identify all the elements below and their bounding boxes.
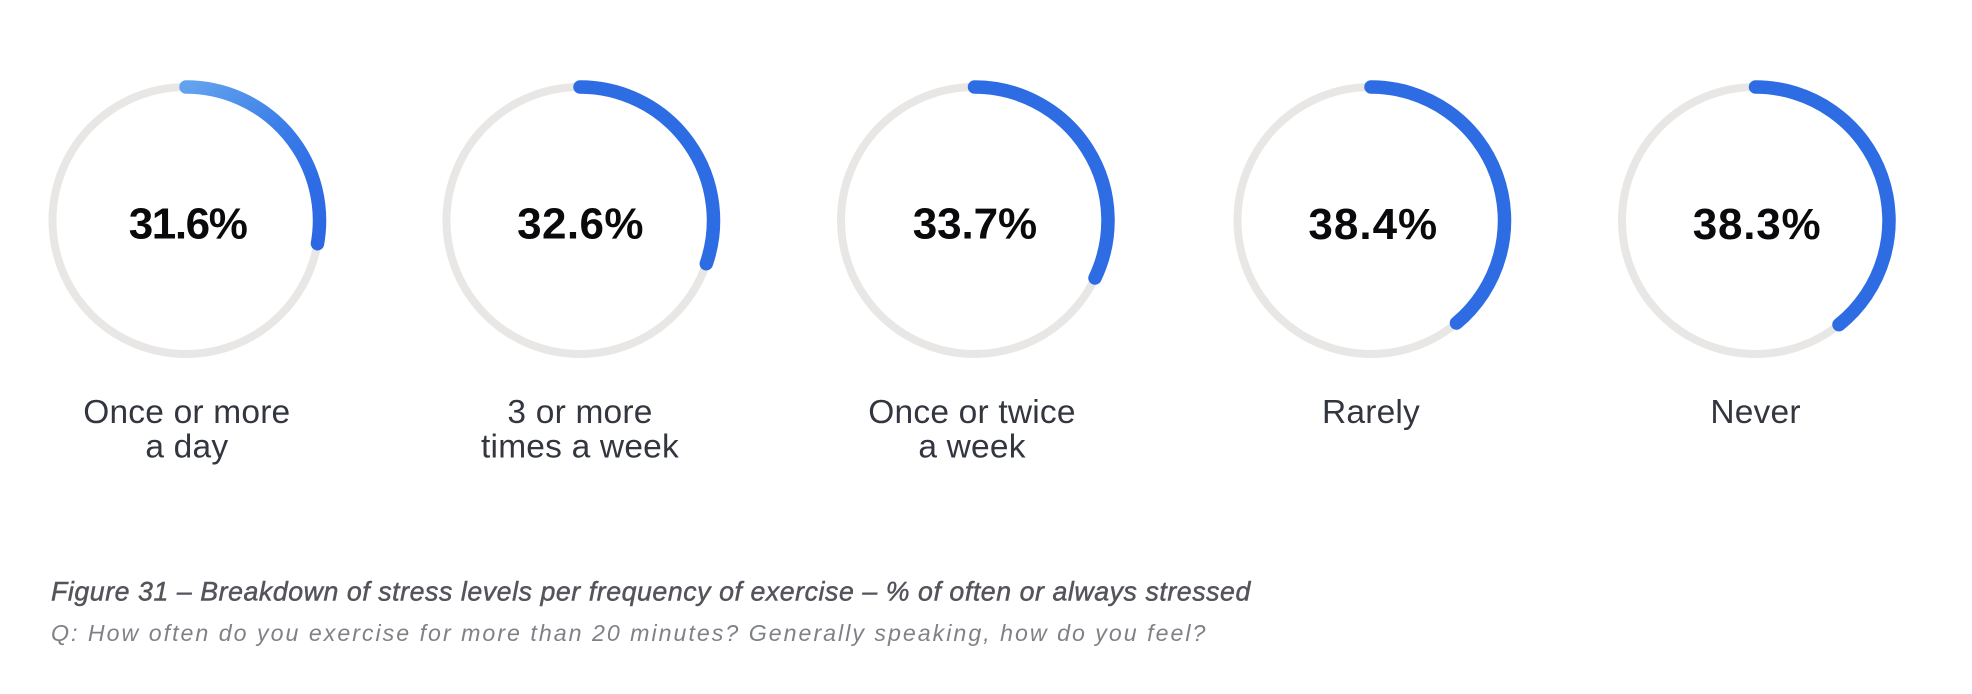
svg-text:38.3%: 38.3% [1693,200,1822,249]
svg-text:31.6%: 31.6% [129,200,247,249]
svg-text:Never: Never [1710,394,1800,431]
svg-text:a week: a week [918,429,1025,466]
svg-text:times a week: times a week [481,429,679,466]
svg-text:33.7%: 33.7% [913,200,1037,249]
svg-text:38.4%: 38.4% [1308,200,1438,249]
svg-text:Once or twice: Once or twice [868,394,1075,431]
svg-text:Rarely: Rarely [1322,394,1420,431]
svg-text:Once or more: Once or more [83,394,290,431]
svg-text:3 or more: 3 or more [507,394,652,431]
svg-text:Figure 31 – Breakdown of stres: Figure 31 – Breakdown of stress levels p… [51,577,1251,607]
svg-text:Q: How often do you exercise f: Q: How often do you exercise for more th… [51,620,1207,646]
svg-text:a day: a day [145,429,228,466]
svg-text:32.6%: 32.6% [517,200,644,249]
